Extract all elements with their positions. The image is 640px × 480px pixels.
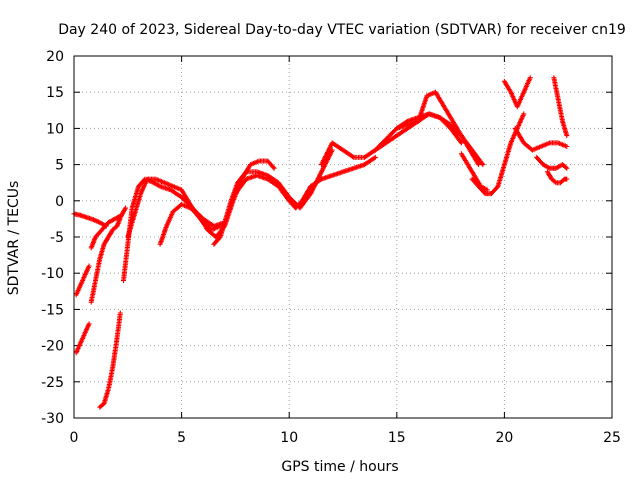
data-point-trace — [73, 321, 92, 356]
series-arc-14 — [394, 89, 482, 168]
series-arc-19 — [544, 169, 570, 186]
y-tick-label: 5 — [55, 158, 64, 174]
series-arc-16 — [501, 75, 533, 110]
y-axis-label: SDTVAR / TECUs — [6, 181, 22, 296]
x-tick-label: 20 — [495, 430, 513, 446]
data-point-trace — [88, 212, 124, 251]
y-tick-label: -20 — [41, 339, 64, 355]
data-point-trace — [97, 310, 123, 410]
data-point-trace — [232, 154, 378, 211]
series-arc-5 — [97, 310, 123, 410]
x-tick-label: 0 — [70, 430, 79, 446]
data-point-trace — [73, 263, 92, 298]
y-tick-label: -5 — [50, 230, 64, 246]
series-arc-10 — [211, 147, 335, 247]
y-tick-label: -15 — [41, 302, 64, 318]
y-tick-label: -25 — [41, 375, 64, 391]
y-tick-label: -30 — [41, 411, 64, 427]
series-arc-21 — [458, 151, 490, 193]
data-point-trace — [551, 75, 570, 139]
y-tick-label: -10 — [41, 266, 64, 282]
y-tick-label: 0 — [55, 194, 64, 210]
data-point-trace — [501, 75, 533, 110]
data-point-trace — [394, 89, 482, 168]
data-marks — [71, 75, 570, 410]
y-tick-label: 10 — [46, 121, 64, 137]
chart-title: Day 240 of 2023, Sidereal Day-to-day VTE… — [58, 22, 626, 38]
y-tick-label: 15 — [46, 85, 64, 101]
plot-frame — [73, 55, 613, 419]
y-tick-label: 20 — [46, 49, 64, 65]
data-point-trace — [512, 125, 570, 153]
axis-ticks: 0 5 10 15 20 25 -30 -25 -20 -15 -10 -5 0 5 10 15 20 — [41, 49, 621, 446]
data-point-trace — [211, 147, 335, 247]
series-arc-6 — [88, 212, 124, 251]
data-point-trace — [534, 154, 570, 171]
series-arc-17 — [512, 125, 570, 153]
x-tick-label: 5 — [177, 430, 186, 446]
series-arc-20 — [551, 75, 570, 139]
x-tick-label: 25 — [603, 430, 621, 446]
x-tick-label: 10 — [280, 430, 298, 446]
data-point-trace — [458, 151, 490, 193]
data-point-trace — [544, 169, 570, 186]
x-axis-label: GPS time / hours — [281, 459, 398, 475]
x-tick-label: 15 — [388, 430, 406, 446]
series-arc-18 — [534, 154, 570, 171]
grid — [74, 56, 612, 418]
series-arc-3 — [73, 321, 92, 356]
series-arc-11 — [232, 154, 378, 211]
series-arc-2 — [73, 263, 92, 298]
